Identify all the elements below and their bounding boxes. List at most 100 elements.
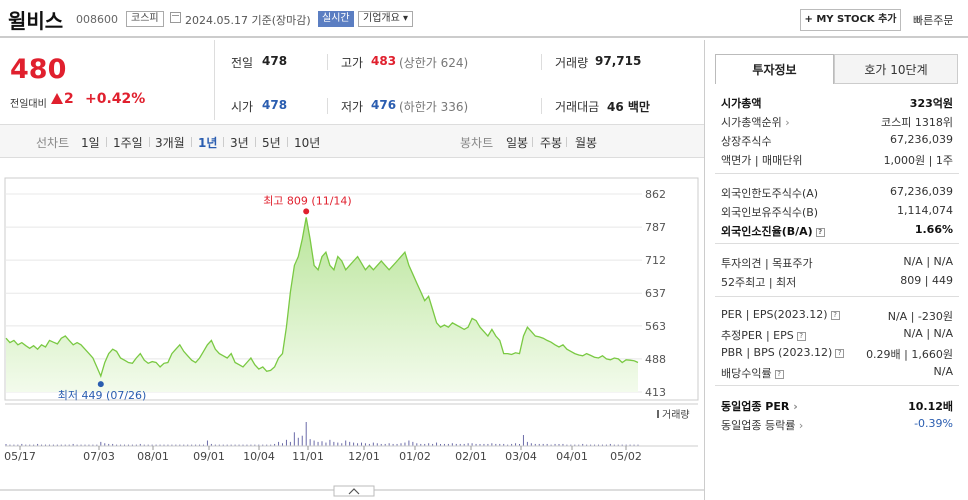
tab-orderbook[interactable]: 호가 10단계: [834, 54, 958, 84]
info-key: 액면가 | 매매단위: [721, 154, 803, 167]
info-key: 시가총액: [721, 97, 762, 110]
help-icon[interactable]: ?: [830, 310, 840, 320]
realtime-button[interactable]: 실시간: [318, 11, 354, 27]
collapse-handle[interactable]: [333, 485, 375, 497]
info-key: 동일업종 PER ›: [721, 400, 798, 413]
divider: [541, 98, 542, 114]
info-value: 323억원: [909, 97, 953, 110]
info-value: N/A | N/A: [903, 255, 953, 268]
info-value: 코스피 1318위: [881, 116, 953, 129]
high-label: 고가: [341, 56, 364, 70]
high-value: 483: [371, 54, 397, 68]
divider: [541, 54, 542, 70]
tab-invest-info[interactable]: 투자정보: [715, 54, 834, 84]
info-value: 809 | 449: [900, 274, 953, 287]
tab-separator: [149, 137, 150, 147]
tab-1w[interactable]: 1주일: [113, 136, 143, 150]
company-info-dropdown[interactable]: 기업개요 ▾: [358, 11, 413, 27]
add-mystock-button[interactable]: + MY STOCK 추가: [800, 9, 901, 31]
stock-code: 008600: [76, 13, 118, 26]
high-marker: [303, 208, 310, 215]
info-key: 투자의견 | 목표주가: [721, 257, 813, 270]
divider: [327, 98, 328, 114]
y-tick-label: 488: [645, 353, 666, 366]
volume-legend: 거래량: [662, 409, 690, 421]
x-tick-label: 12/01: [348, 450, 380, 463]
quote-grid: 전일 478 고가 483 (상한가 624) 거래량 97,715 시가 47…: [214, 40, 704, 120]
volume-value: 97,715: [595, 54, 642, 68]
low-label: 최저 449 (07/26): [58, 389, 147, 402]
info-value: 1.66%: [914, 223, 953, 236]
tab-weekly[interactable]: 주봉: [540, 136, 563, 150]
tab-separator: [191, 137, 192, 147]
up-arrow-icon: [51, 93, 63, 104]
low-marker: [97, 381, 104, 388]
tab-10y[interactable]: 10년: [294, 136, 321, 150]
info-row: 동일업종 PER › 10.12배: [721, 398, 953, 416]
chevron-right-icon[interactable]: ›: [795, 419, 804, 432]
chevron-right-icon[interactable]: ›: [789, 400, 798, 413]
y-tick-label: 413: [645, 386, 666, 399]
info-key: 외국인한도주식수(A): [721, 187, 819, 200]
date-text: 2024.05.17 기준(장마감): [185, 14, 311, 27]
stock-header: 윌비스 008600 코스피 2024.05.17 기준(장마감) 실시간 기업…: [0, 0, 968, 38]
info-row: 상장주식수 67,236,039: [721, 133, 953, 151]
info-key: PBR | BPS (2023.12)?: [721, 346, 845, 359]
x-tick-label: 05/02: [610, 450, 642, 463]
info-row: PER | EPS(2023.12)? N/A | -230원: [721, 308, 953, 326]
tab-separator: [532, 137, 533, 147]
tab-3m[interactable]: 3개월: [155, 136, 185, 150]
info-value: 10.12배: [908, 400, 953, 413]
info-key: 외국인보유주식수(B): [721, 206, 819, 219]
info-row: 시가총액순위 › 코스피 1318위: [721, 114, 953, 132]
low-label: 저가: [341, 100, 364, 114]
x-tick-label: 02/01: [455, 450, 487, 463]
chart-frame: [4, 177, 699, 401]
tab-monthly[interactable]: 월봉: [575, 136, 598, 150]
info-row: 외국인보유주식수(B) 1,114,074: [721, 204, 953, 222]
tab-separator: [106, 137, 107, 147]
price-line: [5, 217, 639, 379]
change-percent: +0.42%: [85, 91, 146, 107]
y-tick-label: 637: [645, 287, 666, 300]
info-row: 외국인소진율(B/A)? 1.66%: [721, 223, 953, 241]
low-value: 476: [371, 98, 397, 112]
info-value: 67,236,039: [890, 133, 953, 146]
info-key: 상장주식수: [721, 135, 772, 148]
help-icon[interactable]: ?: [796, 331, 806, 341]
x-tick-label: 07/03: [83, 450, 115, 463]
help-icon[interactable]: ?: [774, 369, 784, 379]
tab-3y[interactable]: 3년: [230, 136, 249, 150]
quick-order-button[interactable]: 빠른주문: [913, 14, 954, 27]
tab-1y[interactable]: 1년: [198, 136, 218, 150]
tab-separator: [223, 137, 224, 147]
help-icon[interactable]: ?: [815, 227, 825, 237]
info-row: 배당수익률? N/A: [721, 365, 953, 383]
divider: [715, 243, 959, 244]
info-row: 시가총액 323억원: [721, 95, 953, 113]
prev-close-value: 478: [262, 54, 288, 68]
price-chart[interactable]: 862 787 712 637 563 488 413 최고 809 (11/14) 최저 44…: [0, 160, 704, 500]
info-row: PBR | BPS (2023.12)? 0.29배 | 1,660원: [721, 346, 953, 364]
y-tick-label: 563: [645, 320, 666, 333]
info-key: 추정PER | EPS?: [721, 327, 806, 343]
prev-close-label: 전일: [231, 56, 254, 70]
x-tick-label: 08/01: [137, 450, 169, 463]
open-label: 시가: [231, 100, 254, 114]
tab-5y[interactable]: 5년: [262, 136, 281, 150]
help-icon[interactable]: ?: [835, 348, 845, 358]
y-tick-label: 862: [645, 188, 666, 201]
chevron-right-icon[interactable]: ›: [781, 116, 790, 129]
stock-name: 윌비스: [8, 9, 64, 33]
upper-limit: (상한가 624): [399, 56, 469, 70]
tab-daily[interactable]: 일봉: [506, 136, 529, 150]
change-value: 2: [64, 91, 74, 107]
amount-label: 거래대금: [555, 100, 600, 114]
volume-legend-icon: [657, 410, 659, 418]
info-key: PER | EPS(2023.12)?: [721, 308, 840, 321]
info-key: 동일업종 등락률 ›: [721, 419, 804, 432]
info-value: 1,114,074: [897, 204, 953, 217]
calendar-icon: [170, 12, 181, 23]
tab-separator: [566, 137, 567, 147]
tab-1d[interactable]: 1일: [81, 136, 100, 150]
